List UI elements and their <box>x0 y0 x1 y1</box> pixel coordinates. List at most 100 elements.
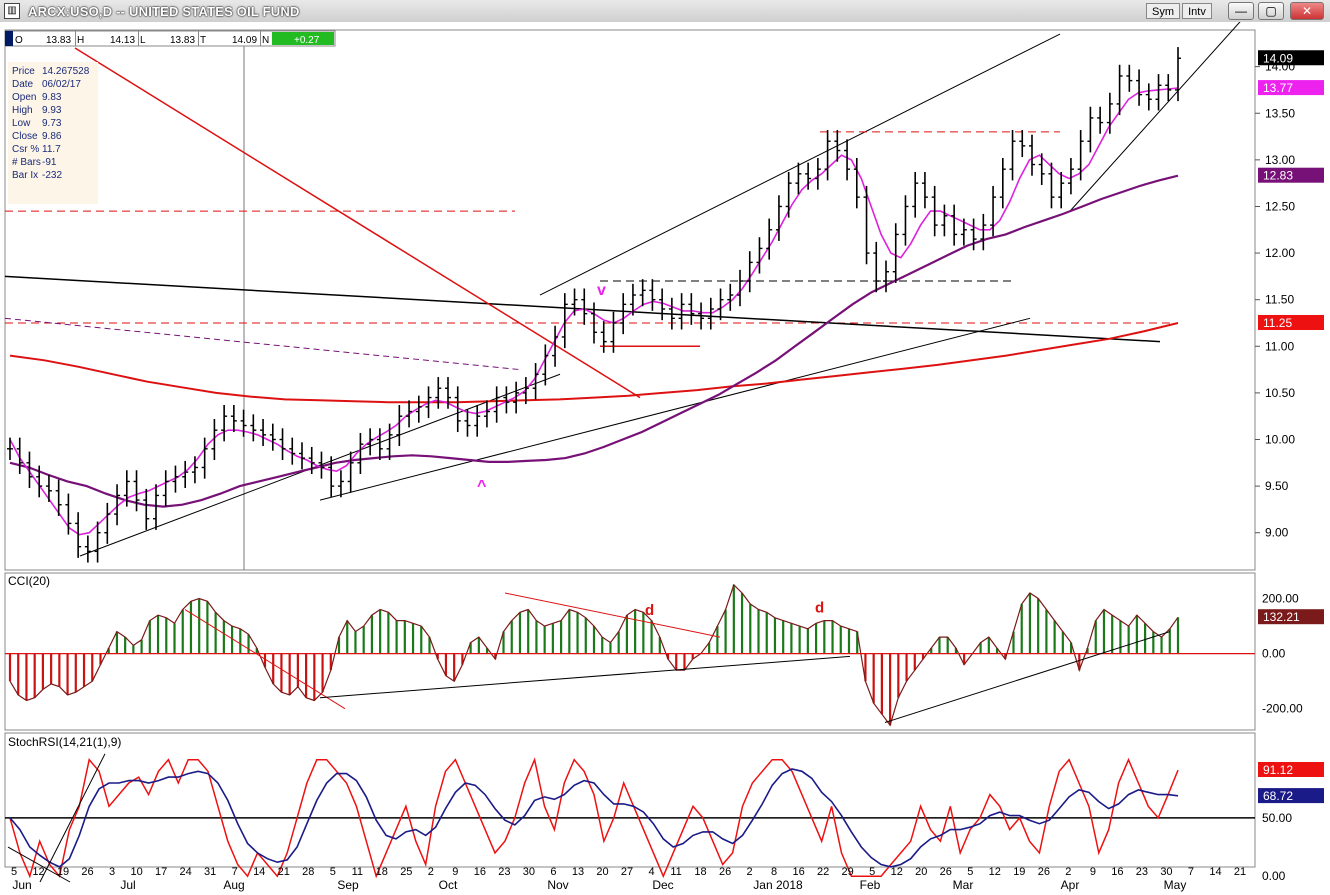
price-bar[interactable] <box>1165 74 1172 102</box>
price-bar[interactable] <box>162 470 169 507</box>
price-bar[interactable] <box>1136 69 1143 106</box>
price-bar[interactable] <box>600 321 607 353</box>
minimize-button[interactable]: — <box>1228 2 1254 20</box>
price-bar[interactable] <box>133 470 140 512</box>
price-bar[interactable] <box>114 484 121 526</box>
price-bar[interactable] <box>84 535 91 563</box>
price-bar[interactable] <box>960 218 967 246</box>
interval-button[interactable]: Intv <box>1182 3 1212 19</box>
price-bar[interactable] <box>1126 64 1133 92</box>
price-bar[interactable] <box>435 377 442 409</box>
price-bar[interactable] <box>65 493 72 535</box>
price-bar[interactable] <box>211 418 218 461</box>
price-bar[interactable] <box>756 237 763 274</box>
price-bar[interactable] <box>931 185 938 237</box>
price-bar[interactable] <box>1106 92 1113 134</box>
price-bar[interactable] <box>36 465 43 498</box>
price-pane[interactable] <box>4 29 1256 571</box>
price-bar[interactable] <box>45 474 52 502</box>
price-bar[interactable] <box>1019 130 1026 158</box>
price-bar[interactable] <box>1116 64 1123 116</box>
price-bar[interactable] <box>561 293 568 349</box>
price-bar[interactable] <box>406 400 413 428</box>
price-bar[interactable] <box>1058 171 1065 209</box>
price-bar[interactable] <box>289 437 296 465</box>
price-bar[interactable] <box>824 130 831 181</box>
price-bar[interactable] <box>659 288 666 321</box>
price-bar[interactable] <box>795 162 802 195</box>
price-bar[interactable] <box>678 293 685 330</box>
price-bar[interactable] <box>1175 47 1181 102</box>
price-bar[interactable] <box>279 428 286 461</box>
price-bar[interactable] <box>902 195 909 246</box>
price-bar[interactable] <box>201 437 208 479</box>
stochrsi-pane[interactable] <box>4 732 1256 868</box>
price-bar[interactable] <box>873 241 880 293</box>
price-bar[interactable] <box>221 405 228 442</box>
price-bar[interactable] <box>503 386 510 414</box>
price-bar[interactable] <box>766 218 773 260</box>
price-bar[interactable] <box>834 130 841 162</box>
price-bar[interactable] <box>75 512 82 558</box>
price-bar[interactable] <box>260 418 267 447</box>
price-bar[interactable] <box>55 479 62 516</box>
price-bar[interactable] <box>240 409 247 437</box>
price-bar[interactable] <box>269 423 276 451</box>
price-bar[interactable] <box>649 279 656 311</box>
price-bar[interactable] <box>639 279 646 307</box>
price-bar[interactable] <box>707 297 714 330</box>
price-bar[interactable] <box>921 171 928 209</box>
price-bar[interactable] <box>425 386 432 419</box>
close-button[interactable]: ✕ <box>1290 2 1324 20</box>
price-bar[interactable] <box>1145 83 1152 111</box>
symbol-button[interactable]: Sym <box>1146 3 1180 19</box>
price-bar[interactable] <box>250 414 257 442</box>
price-bar[interactable] <box>522 377 529 405</box>
price-bar[interactable] <box>376 428 383 461</box>
cci-pane[interactable] <box>4 572 1256 731</box>
price-bar[interactable] <box>717 288 724 321</box>
price-bar[interactable] <box>104 502 111 544</box>
price-bar[interactable] <box>1009 130 1016 181</box>
price-bar[interactable] <box>775 195 782 241</box>
price-bar[interactable] <box>970 218 977 251</box>
price-bar[interactable] <box>912 171 919 218</box>
price-bar[interactable] <box>26 451 33 488</box>
price-bar[interactable] <box>153 484 159 530</box>
price-bar[interactable] <box>892 223 899 283</box>
price-bar[interactable] <box>1038 153 1045 186</box>
price-bar[interactable] <box>1029 134 1035 176</box>
price-bar[interactable] <box>7 437 13 461</box>
price-bar[interactable] <box>357 432 364 474</box>
price-bar[interactable] <box>123 470 130 507</box>
price-bar[interactable] <box>143 488 150 530</box>
price-bar[interactable] <box>347 451 354 493</box>
price-bar[interactable] <box>1097 106 1104 134</box>
price-bar[interactable] <box>620 293 627 335</box>
price-bar[interactable] <box>1087 106 1094 153</box>
price-bar[interactable] <box>474 405 481 437</box>
price-bar[interactable] <box>941 204 948 237</box>
price-bar[interactable] <box>629 283 636 316</box>
price-bar[interactable] <box>1067 157 1074 195</box>
price-bar[interactable] <box>16 437 23 474</box>
price-bar[interactable] <box>853 157 860 209</box>
price-bar[interactable] <box>737 269 743 307</box>
price-bar[interactable] <box>805 162 812 190</box>
price-bar[interactable] <box>581 288 588 325</box>
price-bar[interactable] <box>1048 162 1055 209</box>
price-bar[interactable] <box>883 260 889 293</box>
price-bar[interactable] <box>415 395 422 423</box>
price-bar[interactable] <box>464 409 471 437</box>
price-bar[interactable] <box>746 251 753 293</box>
price-bar[interactable] <box>552 325 559 367</box>
price-bar[interactable] <box>396 405 403 447</box>
price-bar[interactable] <box>94 521 101 563</box>
price-bar[interactable] <box>328 456 335 498</box>
price-bar[interactable] <box>318 451 325 479</box>
price-bar[interactable] <box>191 456 198 484</box>
price-bar[interactable] <box>493 386 500 423</box>
restore-button[interactable]: ▢ <box>1258 2 1284 20</box>
price-bar[interactable] <box>785 171 792 218</box>
